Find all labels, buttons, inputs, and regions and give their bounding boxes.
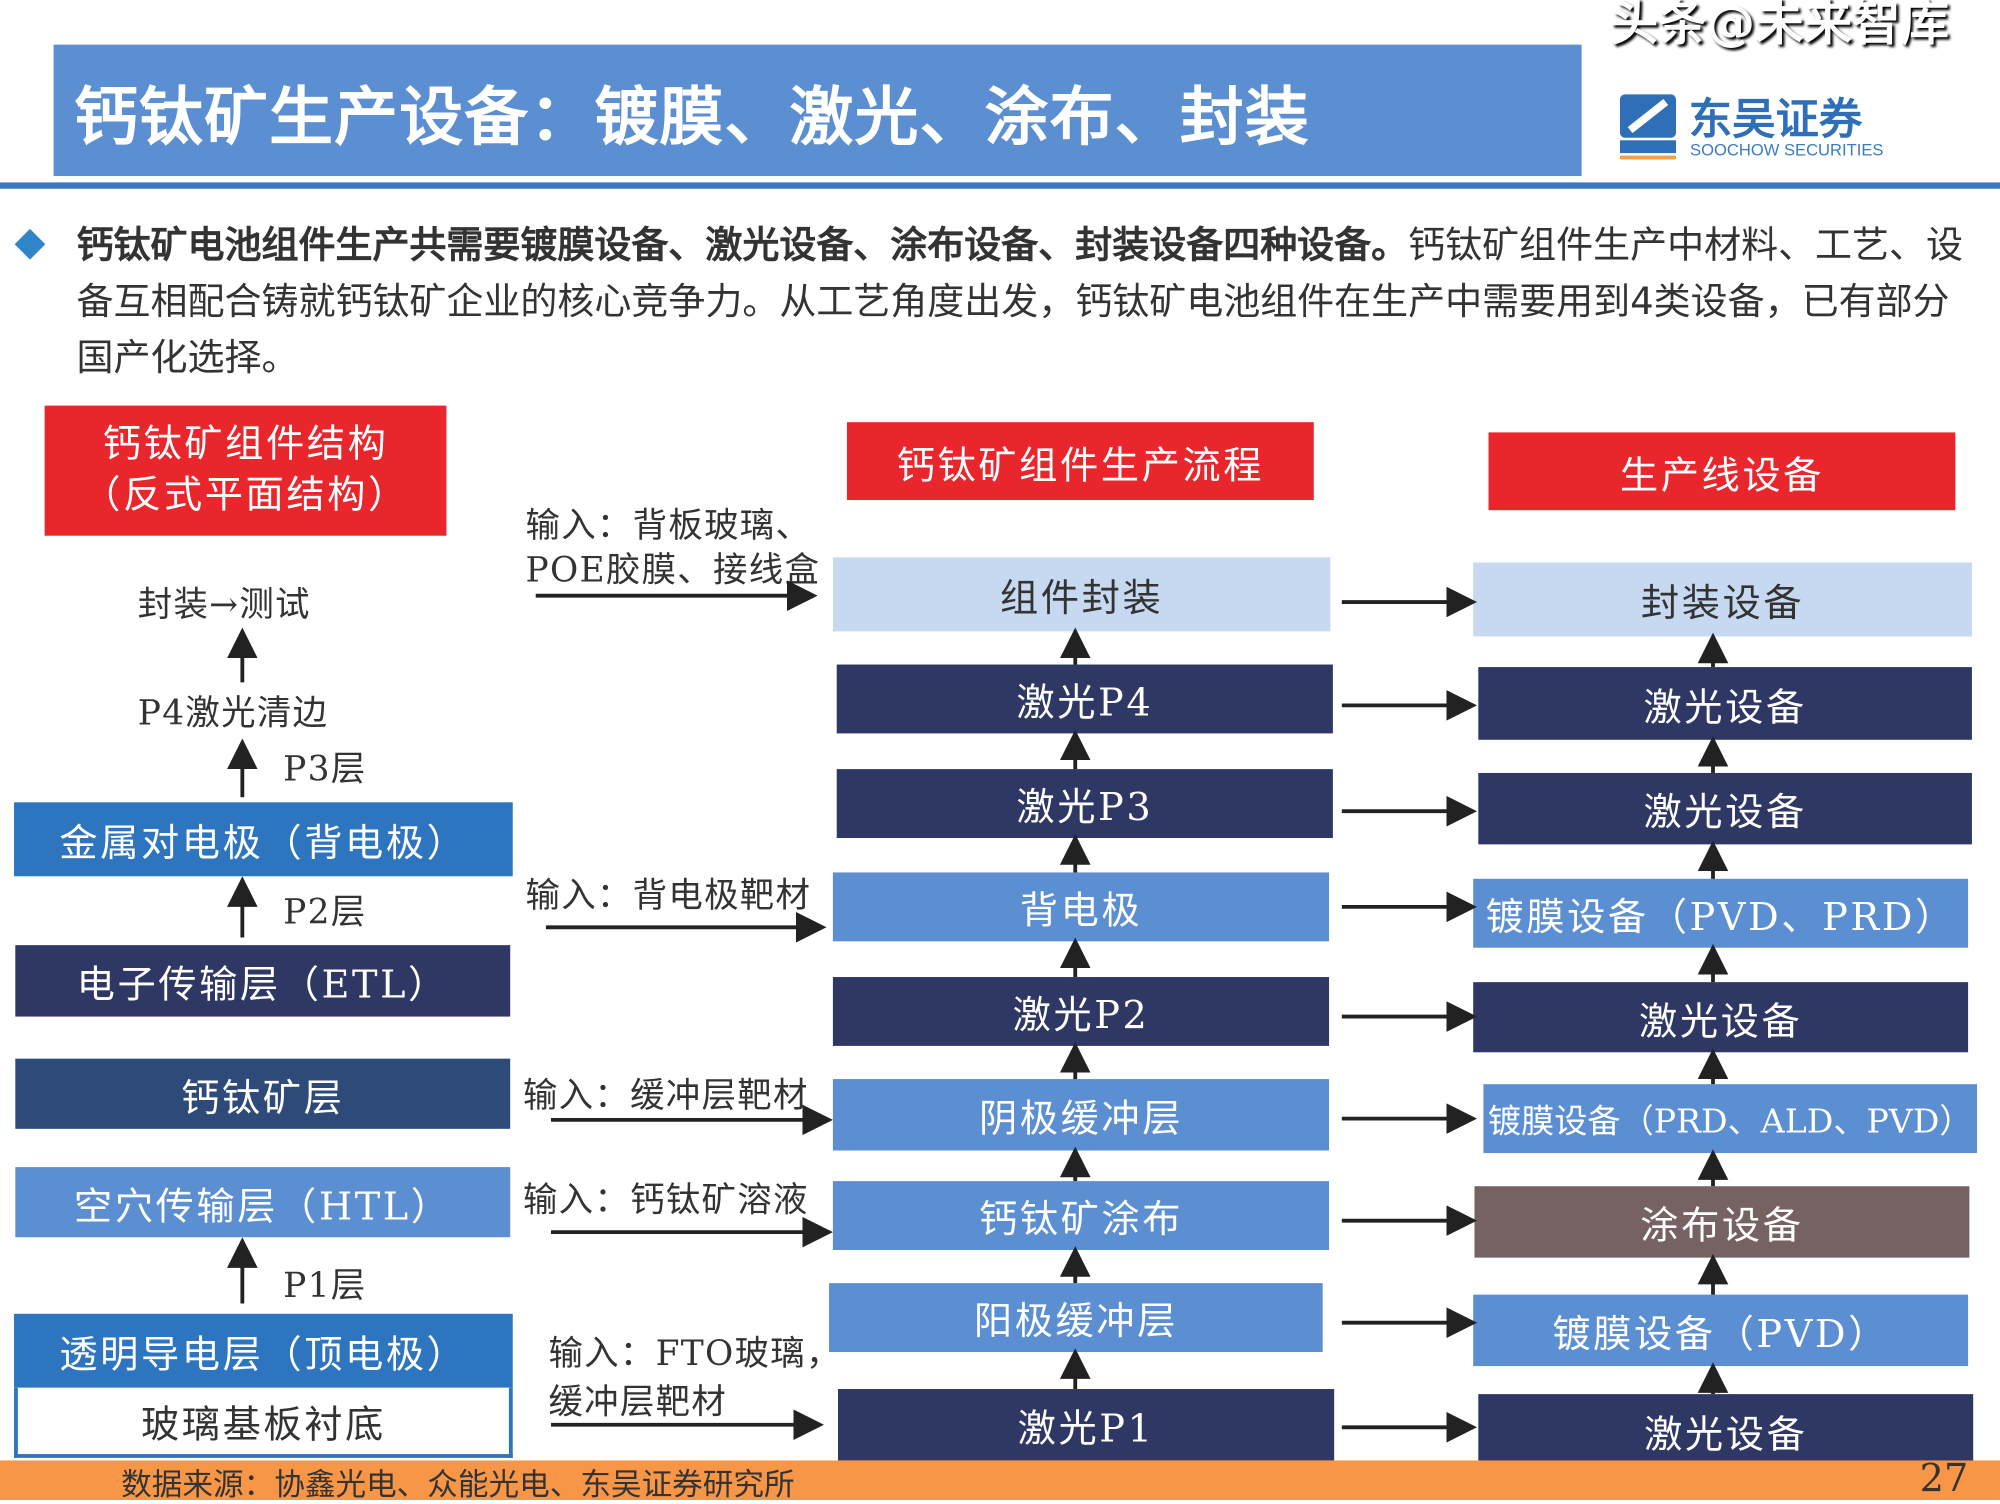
process-step-box: 阳极缓冲层	[829, 1283, 1323, 1353]
layer-box: 金属对电极（背电极）	[14, 802, 513, 877]
process-step-box: 激光P4	[836, 664, 1333, 734]
layer-box: 玻璃基板衬底	[14, 1387, 513, 1458]
process-step-box: 激光P1	[838, 1389, 1335, 1461]
equipment-box: 封装设备	[1473, 562, 1972, 637]
process-step-box: 背电极	[832, 872, 1330, 942]
input-label: POE胶膜、接线盒	[525, 551, 821, 591]
layer-label: P2层	[283, 892, 367, 933]
company-logo: 东吴证券 SOOCHOW SECURITIES	[1619, 89, 1913, 166]
layer-box: 电子传输层（ETL）	[15, 945, 511, 1017]
structure-header-line: （反式平面结构）	[82, 473, 409, 518]
header-divider	[0, 182, 2000, 189]
input-label: 缓冲层靶材	[548, 1382, 728, 1423]
input-label: 输入：钙钛矿溶液	[522, 1181, 809, 1221]
svg-text:SOOCHOW SECURITIES: SOOCHOW SECURITIES	[1690, 141, 1883, 160]
equipment-box: 激光设备	[1478, 1394, 1974, 1467]
equipment-box: 激光设备	[1478, 772, 1972, 845]
title-banner	[53, 44, 1582, 177]
equipment-box: 激光设备	[1478, 667, 1972, 740]
input-label: 输入：缓冲层靶材	[522, 1076, 809, 1117]
structure-header: 钙钛矿组件结构 （反式平面结构）	[44, 405, 447, 536]
intro-bold: 钙钛矿电池组件生产共需要镀膜设备、激光设备、涂布设备、封装设备四种设备。	[76, 223, 1409, 267]
layer-label: P4激光清边	[137, 693, 329, 734]
layer-box: 钙钛矿层	[15, 1058, 511, 1129]
intro-text: 钙钛矿组件生产中材料、工艺、设备互相配合铸就钙钛矿企业的核心竞争力。从工艺角度出…	[76, 223, 1964, 379]
source-note: 数据来源：协鑫光电、众能光电、东吴证券研究所	[121, 1466, 795, 1503]
structure-header-line: 钙钛矿组件结构	[102, 422, 389, 467]
intro-paragraph: 钙钛矿电池组件生产共需要镀膜设备、激光设备、涂布设备、封装设备四种设备。钙钛矿组…	[77, 217, 1965, 385]
input-label: 输入：FTO玻璃，	[548, 1334, 842, 1374]
process-step-box: 激光P3	[836, 769, 1333, 839]
watermark: 头条@未来智库	[1609, 0, 1949, 52]
process-header: 钙钛矿组件生产流程	[846, 422, 1314, 500]
equipment-box: 涂布设备	[1474, 1186, 1970, 1258]
input-label: 输入：背电极靶材	[525, 876, 812, 916]
page-number: 27	[1919, 1456, 1969, 1502]
process-step-box: 钙钛矿涂布	[832, 1181, 1330, 1250]
equipment-box: 激光设备	[1473, 982, 1969, 1053]
process-step-box: 组件封装	[832, 557, 1331, 632]
layer-label: 封装→测试	[137, 585, 311, 625]
process-step-box: 阴极缓冲层	[832, 1079, 1330, 1151]
equipment-header: 生产线设备	[1488, 432, 1956, 511]
input-label: 输入：背板玻璃、	[525, 506, 812, 546]
layer-label: P1层	[283, 1266, 367, 1307]
page-title: 钙钛矿生产设备：镀膜、激光、涂布、封装	[73, 80, 1310, 155]
process-step-box: 激光P2	[832, 977, 1330, 1046]
layer-box: 空穴传输层（HTL）	[15, 1167, 511, 1238]
logo-icon: 东吴证券 SOOCHOW SECURITIES	[1619, 94, 1883, 160]
layer-label: P3层	[283, 749, 367, 790]
equipment-box: 镀膜设备（PVD）	[1473, 1294, 1969, 1367]
equipment-box: 镀膜设备（PVD、PRD）	[1473, 878, 1969, 948]
svg-text:东吴证券: 东吴证券	[1689, 95, 1863, 145]
layer-box: 透明导电层（顶电极）	[14, 1313, 513, 1388]
footer-bar	[0, 1460, 2000, 1500]
equipment-box: 镀膜设备（PRD、ALD、PVD）	[1483, 1084, 1978, 1154]
